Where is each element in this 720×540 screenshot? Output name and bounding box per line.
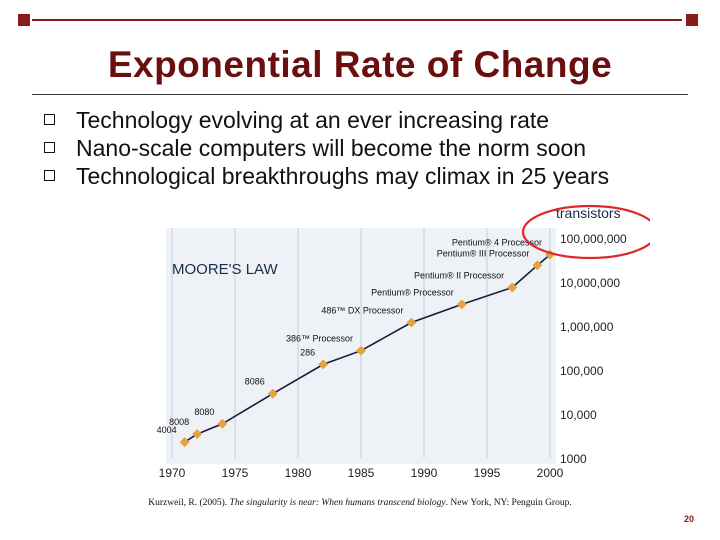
page-number: 20	[683, 514, 694, 524]
bullet-item: Technology evolving at an ever increasin…	[44, 106, 609, 134]
data-label: 386™ Processor	[286, 334, 353, 344]
citation-author: Kurzweil, R. (2005).	[148, 498, 228, 508]
y-axis-title: transistors	[556, 205, 621, 221]
bullet-box-icon	[44, 142, 55, 153]
title-divider	[32, 94, 688, 95]
data-label: Pentium® II Processor	[414, 270, 504, 280]
y-tick-label: 1000	[560, 452, 587, 466]
bullet-item: Nano-scale computers will become the nor…	[44, 134, 609, 162]
bullet-item: Technological breakthroughs may climax i…	[44, 162, 609, 190]
x-tick-label: 1970	[159, 466, 186, 480]
bullet-list: Technology evolving at an ever increasin…	[44, 106, 609, 190]
x-tick-label: 1975	[222, 466, 249, 480]
data-label: Pentium® 4 Processor	[452, 238, 542, 248]
data-point	[217, 418, 228, 429]
x-tick-label: 1990	[411, 466, 438, 480]
citation-publisher: . New York, NY: Penguin Group.	[445, 498, 572, 508]
bullet-box-icon	[44, 114, 55, 125]
citation: Kurzweil, R. (2005). The singularity is …	[0, 498, 720, 508]
data-label: 486™ DX Processor	[321, 306, 403, 316]
data-point	[267, 388, 278, 399]
y-tick-label: 1,000,000	[560, 320, 614, 334]
data-label: 286	[300, 347, 315, 357]
y-tick-label: 10,000,000	[560, 276, 620, 290]
x-tick-label: 1980	[285, 466, 312, 480]
data-label: 4004	[157, 425, 177, 435]
data-label: 8008	[169, 417, 189, 427]
data-label: 8086	[245, 377, 265, 387]
corner-square-right	[686, 14, 698, 26]
data-label: Pentium® Processor	[371, 287, 454, 297]
highlight-ellipse	[521, 204, 650, 260]
data-point	[507, 282, 518, 293]
bullet-text: Nano-scale computers will become the nor…	[76, 135, 587, 161]
bullet-text: Technological breakthroughs may climax i…	[76, 163, 610, 189]
chart-title: MOORE'S LAW	[172, 261, 278, 278]
x-tick-label: 1995	[474, 466, 501, 480]
y-tick-label: 100,000	[560, 364, 604, 378]
y-tick-label: 100,000,000	[560, 232, 627, 246]
bullet-box-icon	[44, 170, 55, 181]
data-label: 8080	[194, 407, 214, 417]
y-tick-label: 10,000	[560, 408, 597, 422]
corner-square-left	[18, 14, 30, 26]
data-point	[179, 437, 190, 448]
citation-title: The singularity is near: When humans tra…	[229, 498, 446, 508]
bullet-text: Technology evolving at an ever increasin…	[76, 107, 550, 133]
x-tick-label: 1985	[348, 466, 375, 480]
data-label: Pentium® III Processor	[437, 248, 530, 258]
x-tick-label: 2000	[537, 466, 564, 480]
data-point	[318, 359, 329, 370]
top-rule	[32, 19, 682, 21]
slide-title: Exponential Rate of Change	[107, 44, 613, 85]
data-point	[356, 345, 366, 356]
